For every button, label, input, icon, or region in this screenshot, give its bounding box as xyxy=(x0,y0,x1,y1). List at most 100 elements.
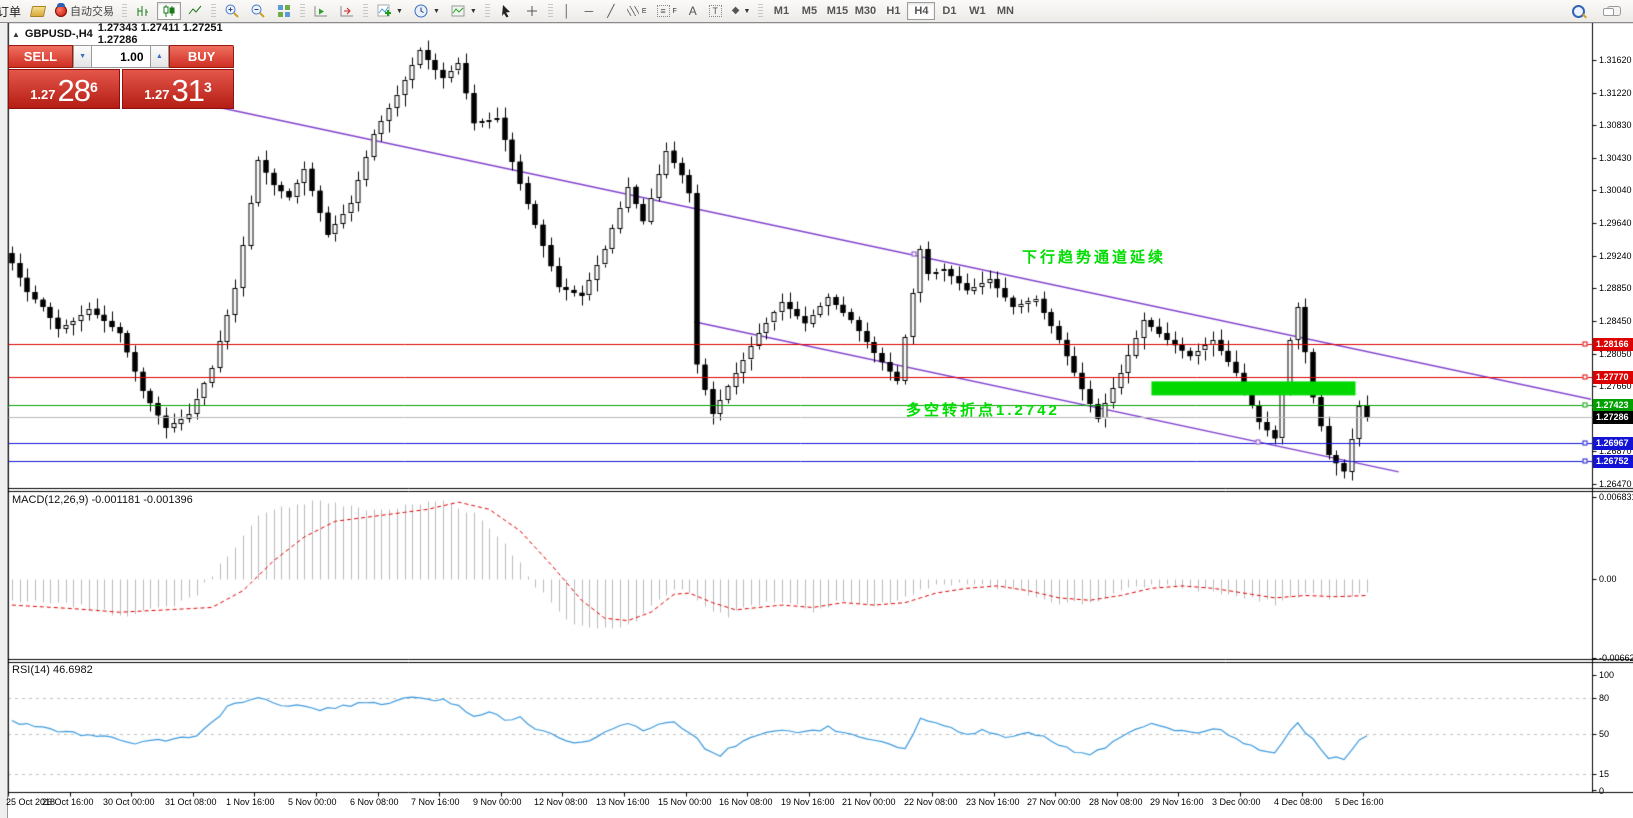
timeframe-button-m5[interactable]: M5 xyxy=(795,2,823,20)
arrows-button[interactable]: ◆ ▼ xyxy=(728,2,755,20)
zoom-in-icon xyxy=(225,4,239,18)
sell-price-box[interactable]: 1.27 28 6 xyxy=(8,69,120,109)
chart-shift-icon xyxy=(340,6,354,17)
ticket-button[interactable] xyxy=(27,2,49,20)
volume-input[interactable]: 1.00 xyxy=(92,45,150,68)
sell-price-pip: 6 xyxy=(90,79,98,95)
window-left-edge xyxy=(0,22,8,818)
crosshair-button[interactable] xyxy=(520,2,544,20)
timeframe-group: M1 M5 M15 M30 H1 H4 D1 W1 MN xyxy=(767,2,1019,20)
timeframe-button-mn[interactable]: MN xyxy=(991,2,1019,20)
new-order-label: 订单 xyxy=(0,4,22,19)
buy-button[interactable]: BUY xyxy=(169,45,234,68)
chart-symbol-period: GBPUSD-,H4 xyxy=(24,28,93,40)
autotrading-label: 自动交易 xyxy=(70,6,115,18)
cursor-icon xyxy=(501,5,510,18)
candlestick-chart-button[interactable] xyxy=(157,2,182,20)
dropdown-arrow-icon: ▼ xyxy=(432,7,440,15)
toolbar-grip xyxy=(300,4,306,18)
channel-letter: E xyxy=(641,7,647,15)
toolbar-right xyxy=(1568,0,1625,22)
text-label-icon: T xyxy=(708,5,722,17)
bar-chart-icon xyxy=(137,6,149,16)
volume-decrease-button[interactable]: ▼ xyxy=(72,45,93,68)
toolbar-grip xyxy=(758,4,764,18)
chat-icon xyxy=(1603,6,1621,16)
annotation-pivot: 多空转折点1.2742 xyxy=(906,402,1060,419)
one-click-buttons-row: SELL ▼ 1.00 ▲ BUY xyxy=(8,45,234,68)
sell-button[interactable]: SELL xyxy=(8,45,73,68)
auto-scroll-button[interactable] xyxy=(309,2,333,20)
zoom-in-button[interactable] xyxy=(220,2,244,20)
buy-price-prefix: 1.27 xyxy=(144,87,170,102)
autotrading-button[interactable]: 自动交易 xyxy=(51,2,118,20)
vertical-line-icon: │ xyxy=(563,4,571,18)
one-click-prices-row: 1.27 28 6 1.27 31 3 xyxy=(8,69,234,109)
toolbar-grip xyxy=(363,4,369,18)
toolbar-grip xyxy=(484,4,490,18)
tile-windows-button[interactable] xyxy=(272,2,296,20)
crosshair-icon xyxy=(526,6,537,16)
vertical-line-button[interactable]: │ xyxy=(557,2,577,20)
timeframe-button-h1[interactable]: H1 xyxy=(879,2,907,20)
timeframe-button-h4[interactable]: H4 xyxy=(907,2,936,20)
buy-price-box[interactable]: 1.27 31 3 xyxy=(122,69,234,109)
cursor-button[interactable] xyxy=(494,2,518,20)
horizontal-line-button[interactable]: ─ xyxy=(579,2,599,20)
timeframe-button-m15[interactable]: M15 xyxy=(823,2,851,20)
timeframe-button-d1[interactable]: D1 xyxy=(935,2,963,20)
dropdown-arrow-icon: ▼ xyxy=(396,7,403,15)
bar-chart-button[interactable] xyxy=(131,2,155,20)
toolbar: 订单 自动交易 ▼ ▼ ▼ xyxy=(0,0,1633,23)
periods-button[interactable]: ▼ xyxy=(409,2,444,20)
timeframe-button-m30[interactable]: M30 xyxy=(851,2,879,20)
text-label-button[interactable]: T xyxy=(705,2,726,20)
autotrading-icon xyxy=(55,3,68,17)
dropdown-arrow-icon: ▼ xyxy=(743,7,751,15)
fibonacci-button[interactable]: ≡ F xyxy=(653,2,681,20)
buy-price-main: 31 xyxy=(171,73,205,108)
horizontal-line-icon: ─ xyxy=(584,4,594,18)
sell-price-main: 28 xyxy=(57,73,91,108)
sell-price-prefix: 1.27 xyxy=(30,87,56,102)
timeframe-button-w1[interactable]: W1 xyxy=(963,2,991,20)
buy-price-pip: 3 xyxy=(204,79,212,95)
chart-ohlc-values: 1.27343 1.27411 1.27251 1.27286 xyxy=(97,22,223,46)
clock-icon xyxy=(414,4,428,18)
line-chart-button[interactable] xyxy=(183,2,207,20)
channel-icon xyxy=(626,6,639,16)
chat-button[interactable] xyxy=(1603,2,1625,20)
text-button[interactable]: A xyxy=(683,2,703,20)
annotation-channel: 下行趋势通道延续 xyxy=(1022,249,1167,266)
indicators-button[interactable]: ▼ xyxy=(372,2,407,20)
tile-windows-icon xyxy=(278,5,291,17)
zoom-out-button[interactable] xyxy=(246,2,270,20)
templates-button[interactable]: ▼ xyxy=(446,2,481,20)
text-icon: A xyxy=(688,4,697,18)
trendline-button[interactable]: ╱ xyxy=(601,2,621,20)
template-icon xyxy=(451,5,465,17)
trendline-icon: ╱ xyxy=(607,4,615,18)
toolbar-grip xyxy=(547,4,553,18)
fibonacci-letter: F xyxy=(672,7,677,15)
arrows-icon: ◆ xyxy=(731,5,740,16)
toolbar-grip xyxy=(211,4,217,18)
search-button[interactable] xyxy=(1568,2,1589,20)
timeframe-button-m1[interactable]: M1 xyxy=(767,2,795,20)
ticket-icon xyxy=(29,5,47,17)
fibonacci-icon: ≡ xyxy=(656,5,670,17)
equidistant-channel-button[interactable]: E xyxy=(623,2,651,20)
indicators-icon xyxy=(377,4,392,17)
line-chart-icon xyxy=(188,5,202,15)
auto-scroll-icon xyxy=(314,6,328,17)
collapse-panel-icon[interactable]: ▲ xyxy=(12,29,20,39)
chart-shift-button[interactable] xyxy=(335,2,359,20)
toolbar-grip xyxy=(122,4,128,18)
search-icon xyxy=(1572,4,1585,18)
zoom-out-icon xyxy=(251,4,265,18)
new-order-button[interactable]: 订单 xyxy=(0,2,25,20)
volume-increase-button[interactable]: ▲ xyxy=(149,45,170,68)
dropdown-arrow-icon: ▼ xyxy=(469,7,477,15)
